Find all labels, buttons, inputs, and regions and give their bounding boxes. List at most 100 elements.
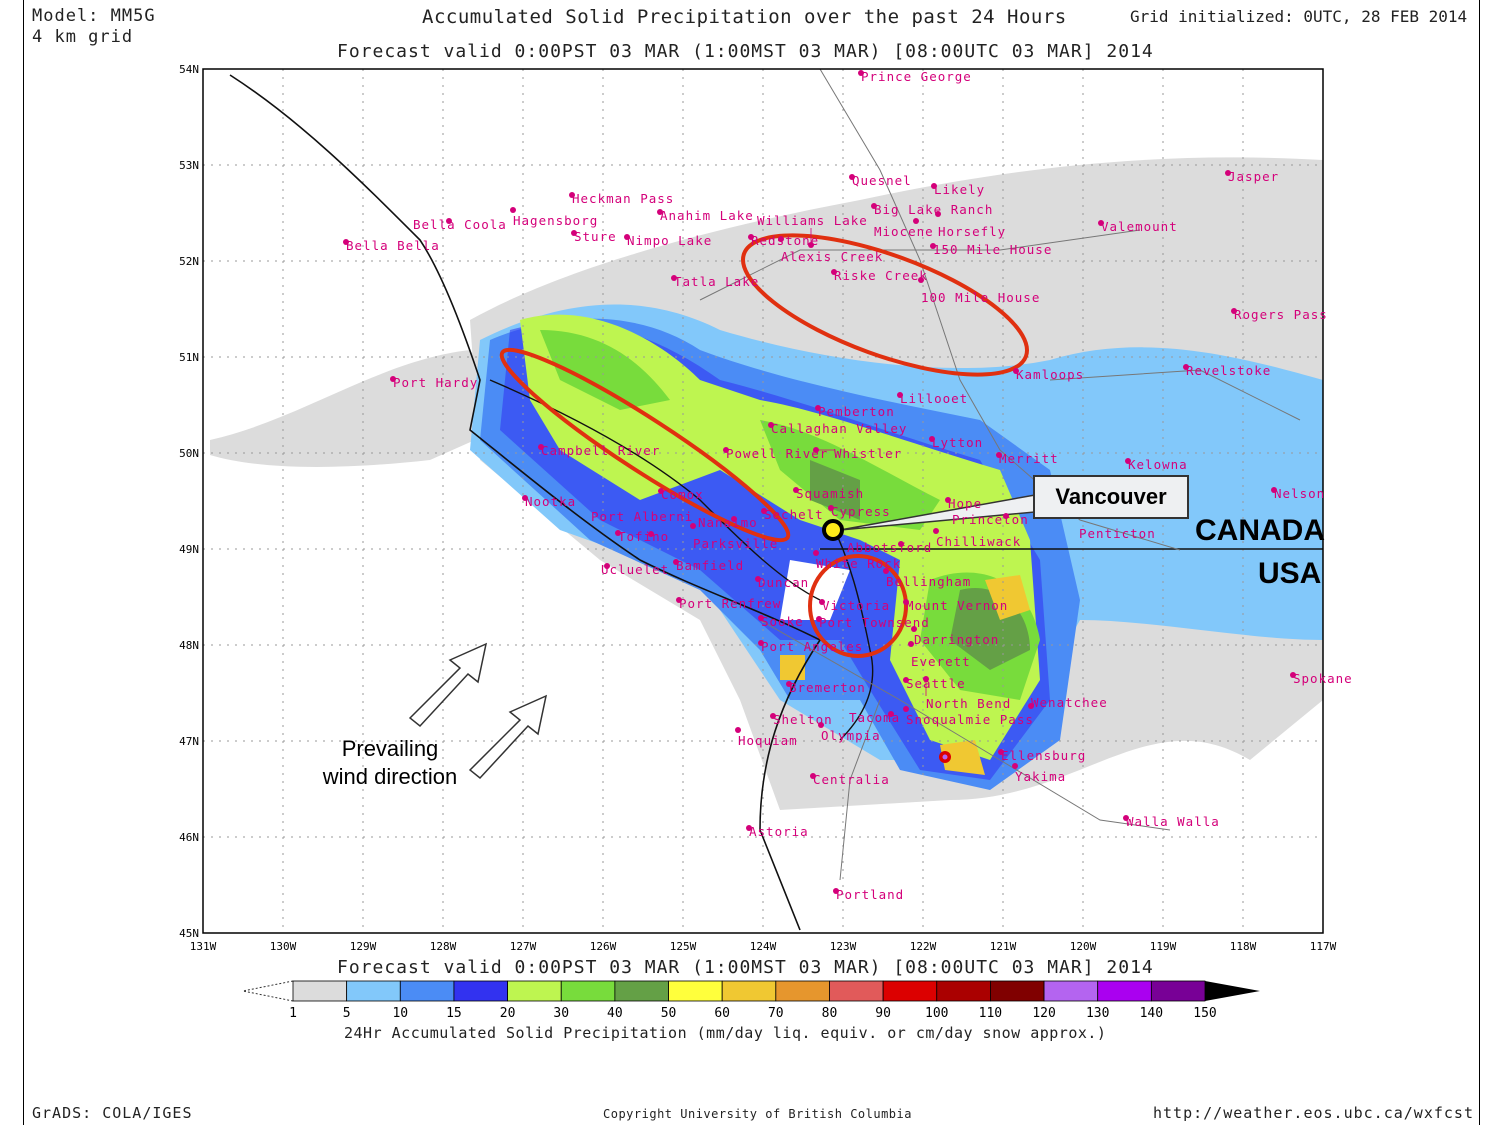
city-label: Redstone [751,233,819,248]
ellipse-victoria [808,554,908,658]
colorbar-tick-label: 1 [289,1006,297,1021]
city-lytton: Lytton [929,435,982,450]
city-label: Astoria [749,824,809,839]
city-port-alberni: Port Alberni [591,509,692,537]
city-alexis-creek: Alexis Creek [778,236,882,264]
city-merritt: Merritt [996,451,1058,466]
colorbar-tick-label: 110 [979,1006,1002,1021]
city-sechelt: Sechelt [761,507,823,522]
city-dot [918,277,924,283]
city-duncan: Duncan [755,575,808,590]
map-title: Accumulated Solid Precipitation over the… [422,6,1067,28]
footer-copyright: Copyright University of British Columbia [603,1107,912,1121]
usa-label: USA [1258,557,1322,590]
city-label: Comox [661,487,704,502]
colorbar-swatch [775,980,830,1002]
colorbar-tick-label: 30 [553,1006,569,1021]
city-dot [913,218,919,224]
city-astoria: Astoria [746,824,809,839]
city-label: 150 Mile House [933,242,1052,257]
lat-tick-label: 46N [179,831,199,844]
city-riske-creek: Riske Creek [831,268,928,283]
city-label: Riske Creek [834,268,928,283]
grid-label: 4 km grid [32,27,134,47]
city-dot [604,563,610,569]
colorbar-swatch [990,980,1045,1002]
city-dot [819,599,825,605]
lon-tick-label: 128W [430,940,457,953]
highlight-ellipses [499,233,1029,658]
colorbar-tick-label: 80 [822,1006,838,1021]
city-label: Ellensburg [1001,748,1086,763]
colorbar-swatch [668,980,723,1002]
lon-tick-label: 120W [1070,940,1097,953]
lon-tick-label: 131W [190,940,217,953]
city-dot [888,711,894,717]
city-seattle: Seattle [903,676,966,691]
city-dot [770,713,776,719]
city-valemount: Valemount [1098,219,1177,234]
city-label: Seattle [906,676,966,691]
colorbar-tick-label: 130 [1086,1006,1109,1021]
city-parksville: Parksville [690,523,777,551]
city-label: Darrington [914,632,999,647]
city-dot [945,497,951,503]
city-dot [657,209,663,215]
city-hoquiam: Hoquiam [735,727,797,748]
city-label: Heckman Pass [572,191,674,206]
city-label: Mount Vernon [906,598,1008,613]
city-label: Whistler [834,446,902,461]
colorbar-swatch [721,980,777,1002]
city-dot [1123,815,1129,821]
city-port-renfrew: Port Renfrew [676,596,780,611]
city-label: Tatla Lake [674,274,759,289]
city-port-townsend: Port Townsend [816,615,929,630]
colorbar-tick-label: 140 [1140,1006,1163,1021]
footer-url[interactable]: http://weather.eos.ubc.ca/wxfcst [1153,1104,1474,1122]
colorbar-swatch [1043,980,1099,1002]
colorbar-swatch [399,980,455,1002]
lat-tick-label: 50N [179,447,199,460]
city-dot [522,495,528,501]
colorbar-swatch [882,980,938,1002]
city-label: Revelstoke [1186,363,1271,378]
city-kamloops: Kamloops [1013,367,1083,382]
latitude-labels: 54N 53N 52N 51N 50N 49N 48N 47N 46N 45N [179,63,199,940]
lat-tick-label: 53N [179,159,199,172]
city-label: Victoria [822,598,890,613]
city-horsefly: Horsefly [935,211,1005,239]
model-label: Model: MM5G [32,6,156,26]
lon-tick-label: 119W [1150,940,1177,953]
colorbar-swatch [560,980,616,1002]
city-label: Centralia [813,772,890,787]
city-dot [690,523,696,529]
city-label: Bellingham [886,574,971,589]
city-rogers-pass: Rogers Pass [1231,307,1327,322]
city-bamfield: Bamfield [673,558,743,573]
city-dot [571,230,577,236]
city-dot [933,528,939,534]
city-label: Shelton [773,712,833,727]
city-hagensborg: Hagensborg [510,207,597,228]
city-dot [1290,672,1296,678]
valid-time: Forecast valid 0:00PST 03 MAR (1:00MST 0… [337,41,1154,62]
city-label: Bella Coola [413,217,507,232]
city-campbell-river: Campbell River [538,443,659,458]
colorbar-tick-label: 15 [446,1006,462,1021]
city-centralia: Centralia [810,772,890,787]
city-label: Quesnel [852,173,912,188]
city-label: Nanaimo [698,515,758,530]
colorbar-tick-label: 90 [875,1006,891,1021]
city-dot [343,239,349,245]
city-yakima: Yakima [1012,763,1065,784]
city-dot [871,203,877,209]
colorbar-tick-label: 120 [1032,1006,1055,1021]
city-dot [903,706,909,712]
city-olympia: Olympia [818,722,880,743]
precip-field [210,157,1323,811]
lon-tick-label: 124W [750,940,777,953]
ellipse-strait [499,347,791,543]
lat-tick-label: 54N [179,63,199,76]
city-dot [1271,487,1277,493]
city-dot [758,615,764,621]
